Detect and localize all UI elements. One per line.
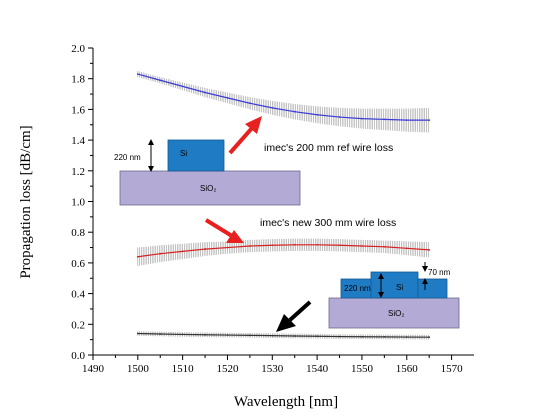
series-lines	[136, 73, 431, 339]
series-2-point	[361, 335, 363, 338]
series-2-point	[383, 335, 386, 338]
series-0-point	[136, 73, 139, 75]
series-0-line	[137, 73, 430, 121]
series-0-point	[428, 119, 431, 122]
series-1-point	[159, 252, 162, 255]
inset1-height-label: 220 nm	[114, 153, 141, 162]
series-2-line	[137, 332, 430, 338]
series-2-point	[271, 334, 274, 337]
y-tick-label: 1.0	[71, 197, 85, 209]
arrow-ref	[228, 116, 262, 155]
series-2-point	[428, 336, 431, 339]
y-tick-label: 1.8	[71, 74, 85, 86]
series-2-point	[405, 336, 408, 338]
series-1-point	[204, 248, 206, 250]
series-0-point	[159, 79, 162, 82]
inset2-step-label: 70 nm	[428, 268, 451, 277]
series-2-point	[136, 332, 139, 335]
inset-waveguide-300mm: Si SiO₂ 220 nm 70 nm	[328, 262, 460, 329]
series-1-point	[248, 245, 251, 247]
inset2-substrate	[328, 297, 460, 329]
series-2-point	[159, 333, 162, 335]
series-1-point	[316, 243, 319, 246]
y-tick-label: 0.8	[71, 227, 85, 239]
series-0-point	[405, 119, 408, 122]
series-0-point	[271, 106, 274, 109]
series-2-point	[248, 334, 251, 337]
x-tick-label: 1530	[261, 363, 284, 375]
axes: 1490 1500 1510 1520 1530 1540 1550 1560 1570 0.0 0…	[71, 43, 474, 375]
y-tick-label: 2.0	[71, 43, 85, 55]
x-tick-label: 1520	[216, 363, 239, 375]
y-tick-label: 0.0	[71, 350, 85, 362]
x-tick-label: 1570	[441, 363, 464, 375]
series-2-point	[226, 334, 229, 336]
y-tick-label: 0.2	[71, 319, 85, 331]
series-1-point	[361, 245, 363, 247]
x-tick-label: 1560	[396, 363, 419, 375]
series-0-point	[248, 102, 251, 105]
y-axis-title: Propagation loss [dB/cm]	[18, 125, 34, 278]
series-2-point	[181, 333, 184, 336]
series-1-point	[226, 246, 229, 249]
arrow-new	[204, 218, 244, 243]
x-axis-title: Wavelength [nm]	[234, 394, 338, 410]
series-0-point	[204, 91, 206, 94]
series-1-point	[383, 245, 386, 248]
y-tick-label: 1.2	[71, 166, 85, 178]
inset2-height-label: 220 nm	[344, 284, 371, 293]
series-1-point	[293, 243, 296, 246]
series-1-point	[136, 255, 139, 258]
series-1-point	[405, 247, 408, 250]
series-0-point	[338, 116, 341, 118]
series-0-point	[226, 96, 229, 99]
annotation-new-loss: imec's new 300 mm wire loss	[260, 217, 396, 229]
inset1-core	[167, 139, 225, 172]
series-0-point	[181, 85, 184, 88]
series-0-point	[293, 110, 296, 113]
y-tick-label: 0.4	[71, 289, 85, 301]
series-2-point	[338, 335, 341, 338]
inset2-slab-right	[417, 278, 448, 299]
series-2-point	[316, 335, 319, 338]
inset2-substrate-label: SiO₂	[388, 309, 404, 318]
x-tick-label: 1490	[82, 363, 105, 375]
x-tick-label: 1550	[351, 363, 374, 375]
inset2-core	[370, 271, 419, 299]
y-tick-label: 1.4	[71, 135, 85, 147]
x-tick-label: 1510	[172, 363, 195, 375]
series-2-point	[293, 335, 296, 337]
x-tick-label: 1540	[306, 363, 329, 375]
series-0-point	[383, 118, 386, 121]
series-1-line	[137, 244, 430, 258]
annotation-ref-loss: imec's 200 mm ref wire loss	[264, 142, 393, 154]
inset1-substrate-label: SiO₂	[200, 184, 216, 193]
series-0-point	[361, 117, 363, 120]
y-tick-label: 0.6	[71, 258, 85, 270]
inset1-substrate	[119, 170, 301, 206]
series-0-point	[316, 113, 319, 116]
arrow-black	[276, 300, 312, 332]
series-1-point	[428, 248, 431, 251]
series-1-point	[338, 244, 341, 247]
inset1-core-label: Si	[180, 149, 187, 158]
inset-waveguide-200mm: Si SiO₂ 220 nm	[114, 139, 301, 206]
x-tick-label: 1500	[127, 363, 150, 375]
series-2-point	[204, 333, 206, 336]
inset2-core-label: Si	[396, 283, 403, 292]
series-1-point	[271, 244, 274, 247]
y-tick-label: 1.6	[71, 104, 85, 116]
series-1-point	[181, 250, 184, 253]
